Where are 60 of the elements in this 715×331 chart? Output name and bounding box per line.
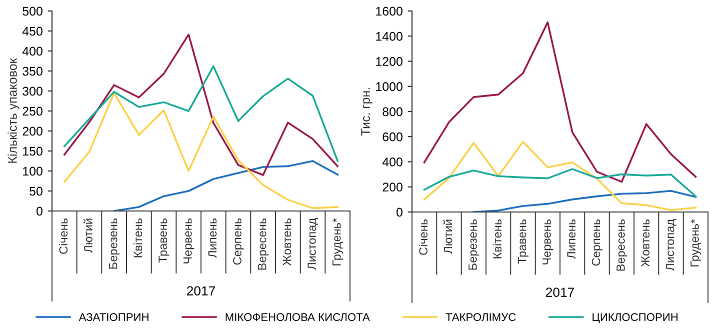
x-tick-label: Серпень bbox=[592, 219, 603, 266]
x-tick-label: Липень bbox=[208, 218, 217, 258]
x-tick-label: Вересень bbox=[258, 218, 269, 270]
y-tick-label: 150 bbox=[23, 146, 42, 156]
y-tick-label: 200 bbox=[382, 182, 402, 192]
line-series bbox=[423, 140, 697, 212]
y-tick-label: 400 bbox=[22, 46, 42, 56]
x-tick-label: Листопад bbox=[666, 219, 676, 271]
x-tick-label: Квітень bbox=[133, 218, 142, 258]
y-tick-label: 250 bbox=[22, 106, 42, 116]
legend-label: ТАКРОЛІМУС bbox=[446, 313, 516, 322]
line-series bbox=[423, 168, 697, 198]
line-series bbox=[423, 21, 697, 183]
y-tick-label: 1400 bbox=[376, 32, 402, 41]
line-series bbox=[472, 190, 697, 212]
legend-label: МІКОФЕНОЛОВА КИСЛОТА bbox=[226, 313, 370, 322]
x-tick-label: Вересень bbox=[616, 219, 628, 271]
x-tick-label: Квітень bbox=[492, 219, 502, 258]
x-tick-label: Березень bbox=[468, 219, 480, 270]
y-tick-label: 1200 bbox=[376, 57, 402, 66]
line-series bbox=[64, 34, 338, 176]
y-tick-label: 1600 bbox=[376, 6, 402, 16]
x-tick-label: Грудень* bbox=[332, 218, 344, 266]
x-tick-label: Червень bbox=[184, 218, 194, 264]
y-tick-label: 400 bbox=[382, 158, 402, 166]
y-tick-label: 1000 bbox=[376, 82, 402, 92]
y-tick-label: 0 bbox=[36, 206, 42, 216]
y-tick-label: 300 bbox=[22, 86, 42, 96]
x-tick-label: Січень bbox=[58, 218, 68, 254]
y-axis-title: Тис. грн. bbox=[361, 88, 372, 136]
x-tick-label: Березень bbox=[109, 218, 120, 269]
y-tick-label: 200 bbox=[22, 126, 42, 136]
y-tick-label: 500 bbox=[22, 6, 42, 16]
x-tick-label: Серпень bbox=[233, 218, 244, 265]
y-tick-label: 100 bbox=[23, 166, 42, 176]
x-tick-label: Жовтень bbox=[641, 219, 650, 267]
x-tick-label: Листопад bbox=[308, 218, 318, 270]
x-tick-label: Липень bbox=[567, 219, 576, 259]
x-tick-label: Лютий bbox=[443, 220, 452, 254]
x-tick-label: Травень bbox=[158, 218, 170, 263]
y-tick-label: 800 bbox=[382, 107, 402, 116]
line-series bbox=[64, 65, 338, 162]
x-tick-label: Травень bbox=[518, 219, 529, 264]
y-axis-title: Кількість упаковок bbox=[8, 58, 20, 163]
y-tick-label: 600 bbox=[382, 132, 402, 142]
y-tick-label: 450 bbox=[22, 26, 42, 36]
x-tick-label: Грудень* bbox=[690, 219, 702, 266]
x-tick-label: Червень bbox=[542, 219, 554, 264]
y-tick-label: 0 bbox=[396, 208, 402, 217]
legend-label: ЦИКЛОСПОРИН bbox=[592, 313, 678, 324]
x-axis-title: 2017 bbox=[546, 288, 574, 297]
x-tick-label: Січень bbox=[418, 219, 428, 255]
legend-label: АЗАТІОПРИН bbox=[78, 313, 148, 322]
y-tick-label: 350 bbox=[22, 66, 42, 76]
x-tick-label: Жовтень bbox=[282, 218, 292, 266]
line-series bbox=[64, 92, 338, 210]
x-axis-title: 2017 bbox=[186, 286, 216, 296]
line-series bbox=[113, 160, 338, 211]
x-tick-label: Лютий bbox=[84, 218, 92, 253]
y-tick-label: 50 bbox=[30, 186, 42, 196]
